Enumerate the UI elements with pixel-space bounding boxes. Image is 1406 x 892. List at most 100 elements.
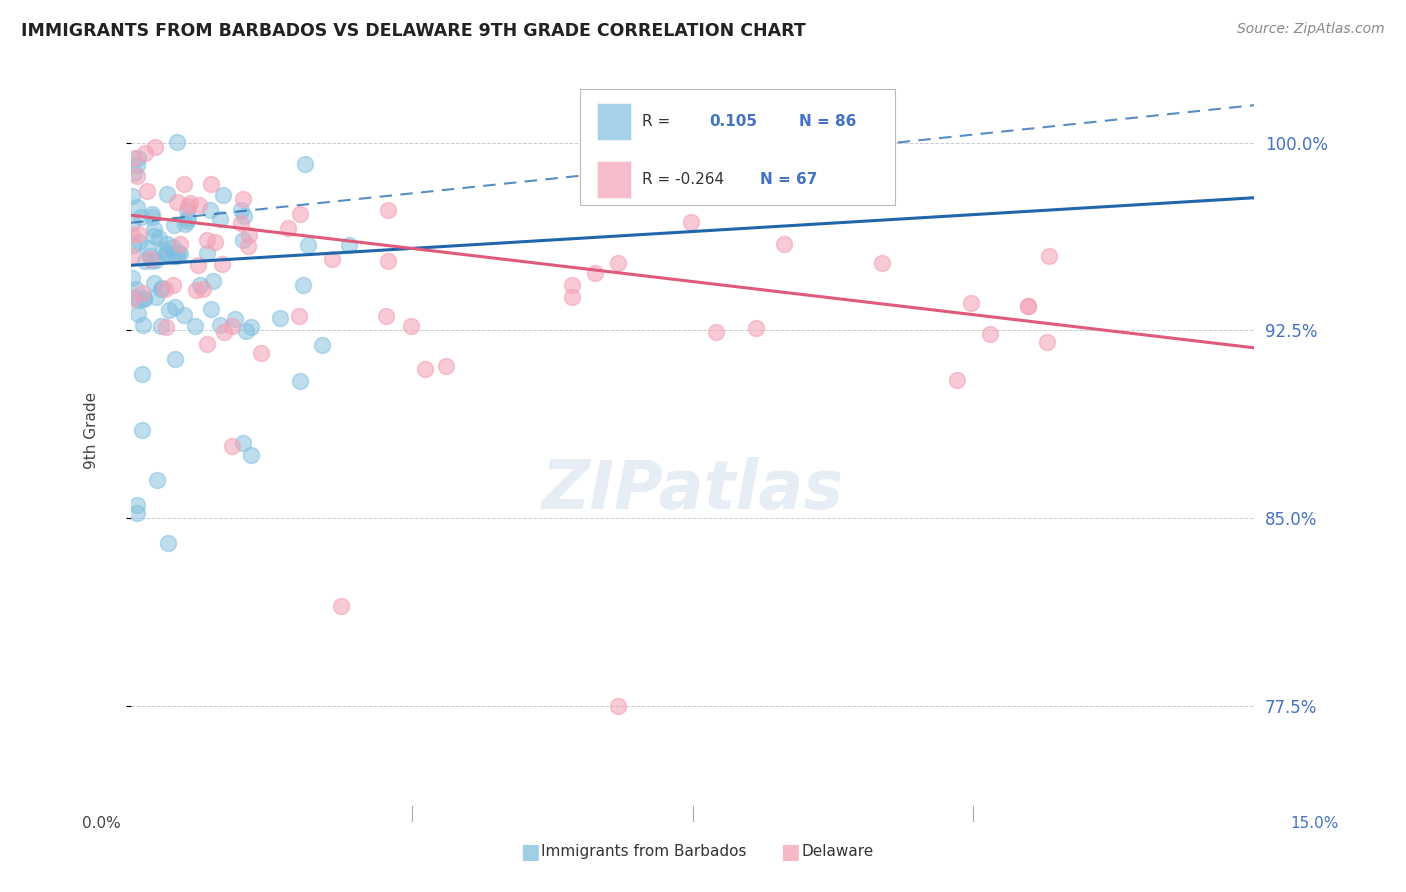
Point: [121, 271, 143, 285]
Point: [198, 203, 221, 218]
Point: [561, 290, 583, 304]
Point: [250, 346, 273, 360]
Point: [176, 214, 198, 228]
Point: [136, 184, 159, 198]
Point: [177, 211, 200, 226]
Point: [292, 277, 315, 292]
Point: [174, 217, 197, 231]
Point: [238, 228, 260, 243]
Point: [127, 307, 149, 321]
Point: [745, 321, 768, 335]
Point: [240, 320, 263, 334]
Point: [122, 151, 145, 165]
Text: ■: ■: [780, 842, 800, 862]
Point: [121, 238, 143, 252]
Point: [131, 424, 153, 438]
Point: [1017, 299, 1039, 313]
Point: [239, 449, 262, 463]
Point: [606, 256, 628, 270]
Point: [156, 187, 179, 202]
Point: [179, 196, 201, 211]
Point: [176, 202, 198, 217]
Point: [139, 249, 162, 263]
Point: [297, 238, 319, 252]
Point: [155, 282, 177, 296]
Point: [200, 178, 222, 192]
Point: [704, 325, 727, 339]
Point: [139, 252, 162, 266]
Text: 0.0%: 0.0%: [82, 816, 121, 831]
Point: [195, 337, 218, 351]
Point: [208, 212, 231, 227]
Text: R = -0.264: R = -0.264: [643, 172, 724, 187]
Point: [772, 236, 794, 251]
Point: [211, 257, 233, 271]
Point: [434, 359, 457, 373]
Point: [169, 237, 191, 252]
Point: [163, 352, 186, 367]
Point: [1017, 299, 1039, 313]
Point: [125, 499, 148, 513]
Point: [145, 253, 167, 268]
Point: [128, 235, 150, 250]
Point: [121, 188, 143, 202]
FancyBboxPatch shape: [581, 89, 894, 205]
Point: [209, 318, 232, 332]
Point: [125, 169, 148, 184]
Point: [187, 258, 209, 272]
Point: [311, 338, 333, 352]
Point: [221, 319, 243, 334]
Point: [124, 166, 146, 180]
Text: Delaware: Delaware: [801, 845, 873, 859]
Point: [173, 178, 195, 192]
Point: [148, 231, 170, 245]
Point: [277, 220, 299, 235]
Point: [201, 274, 224, 288]
Point: [377, 202, 399, 217]
Point: [212, 325, 235, 339]
Point: [150, 318, 173, 333]
Point: [127, 151, 149, 165]
Point: [163, 301, 186, 315]
Point: [142, 222, 165, 236]
Text: Immigrants from Barbados: Immigrants from Barbados: [541, 845, 747, 859]
FancyBboxPatch shape: [598, 103, 631, 140]
Point: [231, 216, 253, 230]
Point: [145, 290, 167, 304]
Point: [561, 277, 583, 292]
Point: [583, 266, 606, 280]
Point: [413, 361, 436, 376]
Text: IMMIGRANTS FROM BARBADOS VS DELAWARE 9TH GRADE CORRELATION CHART: IMMIGRANTS FROM BARBADOS VS DELAWARE 9TH…: [21, 22, 806, 40]
Point: [124, 290, 146, 304]
FancyBboxPatch shape: [598, 161, 631, 198]
Text: R =: R =: [643, 114, 671, 129]
Point: [339, 238, 361, 252]
Point: [141, 207, 163, 221]
Point: [135, 241, 157, 255]
Point: [287, 309, 309, 323]
Point: [235, 324, 257, 338]
Point: [129, 210, 152, 224]
Point: [146, 474, 169, 488]
Point: [121, 293, 143, 307]
Point: [127, 158, 149, 172]
Point: [166, 249, 188, 263]
Point: [143, 140, 166, 154]
Text: Source: ZipAtlas.com: Source: ZipAtlas.com: [1237, 22, 1385, 37]
Text: 15.0%: 15.0%: [1291, 816, 1339, 831]
Point: [212, 188, 235, 202]
Point: [169, 247, 191, 261]
Point: [127, 227, 149, 242]
Point: [131, 367, 153, 381]
Text: ■: ■: [520, 842, 540, 862]
Point: [152, 243, 174, 257]
Point: [232, 436, 254, 450]
Point: [959, 296, 981, 310]
Point: [143, 228, 166, 243]
Point: [157, 536, 180, 550]
Point: [121, 249, 143, 263]
Point: [127, 200, 149, 214]
Point: [232, 210, 254, 224]
Point: [141, 254, 163, 268]
Point: [125, 282, 148, 296]
